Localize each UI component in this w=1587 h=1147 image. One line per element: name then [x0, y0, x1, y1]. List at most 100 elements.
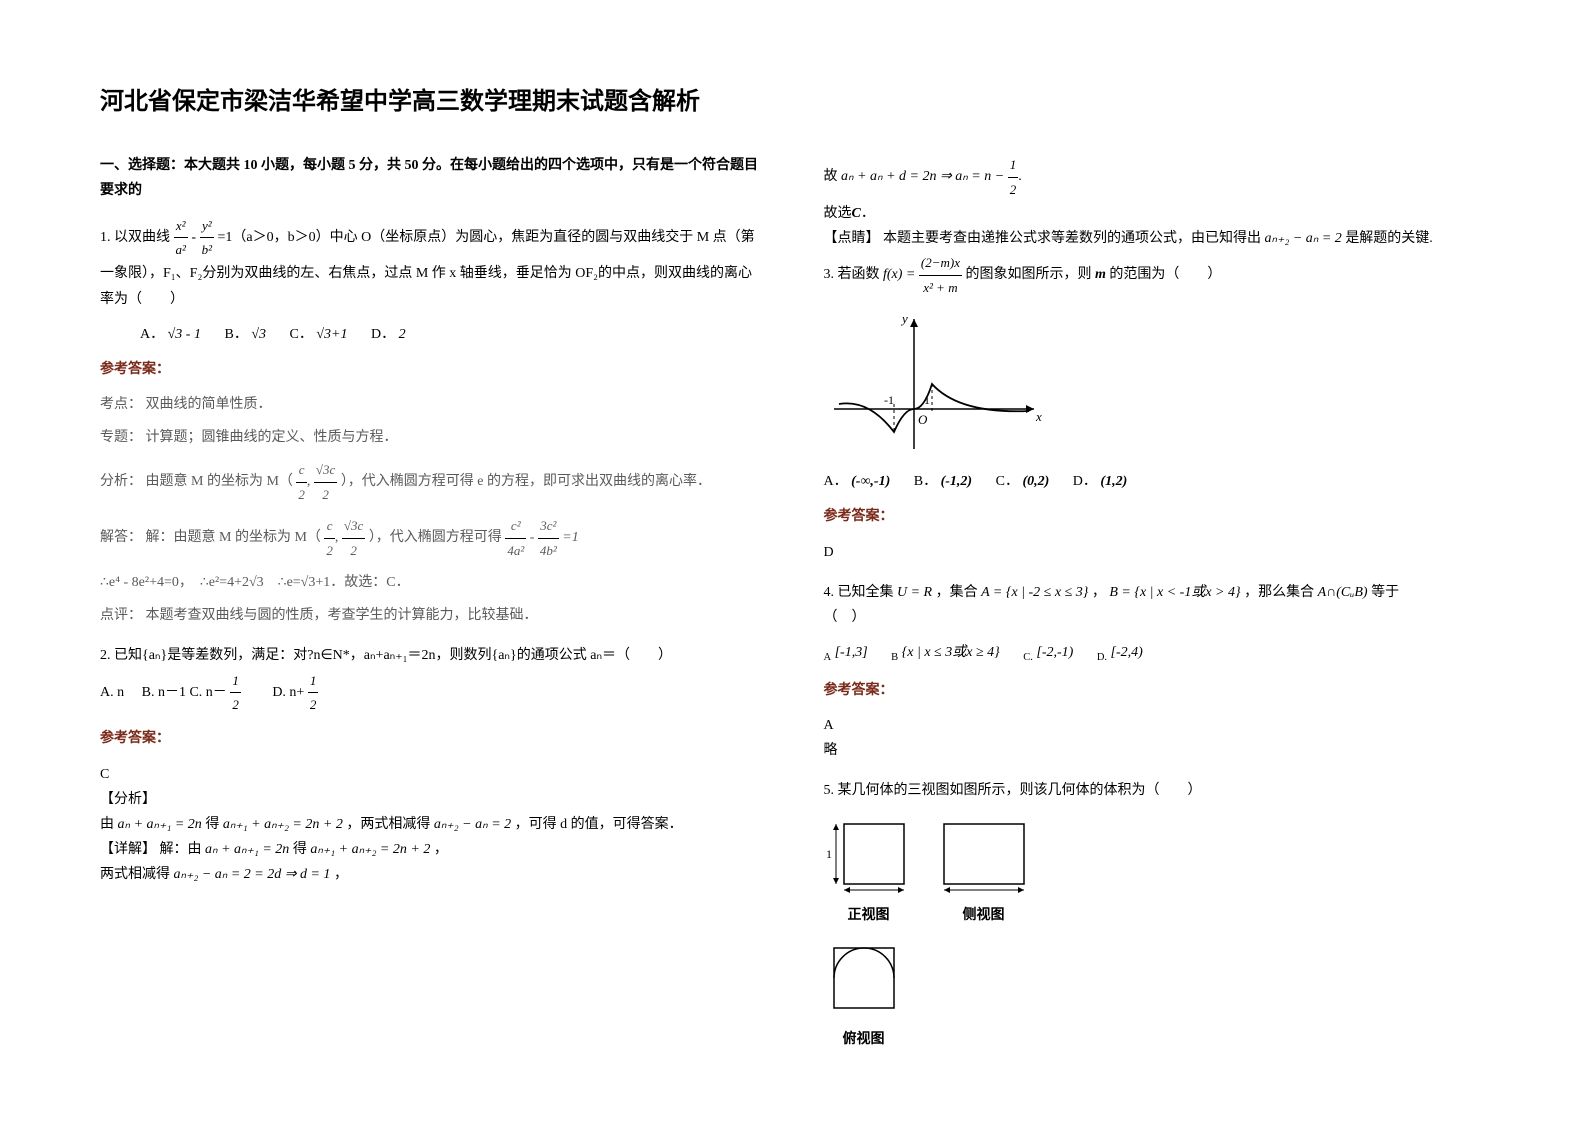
q4-opt-c: C. [-2,-1) — [1023, 640, 1073, 668]
function-graph-icon: x y -1 1 O — [824, 309, 1044, 459]
num: c² — [505, 514, 526, 538]
value: [-1,3] — [835, 645, 868, 660]
frac-x2a2: x² a² — [174, 214, 188, 262]
fenxi-by: 由 — [100, 817, 114, 832]
num: c — [324, 514, 335, 538]
top-view-icon — [824, 938, 904, 1018]
label: A． — [140, 327, 164, 342]
den: 2 — [296, 483, 307, 506]
value: [-2,4) — [1111, 645, 1143, 660]
label: A — [824, 652, 832, 663]
fenxi-text2: ），代入椭圆方程可得 e 的方程，即可求出双曲线的离心率． — [341, 475, 711, 490]
num: y² — [200, 214, 214, 238]
frac-3c2-4b2: 3c²4b² — [538, 514, 559, 562]
question-3: 3. 若函数 f(x) = (2−m)xx² + m 的图象如图所示，则 m 的… — [824, 251, 1488, 564]
frac-c2-4a2: c²4a² — [505, 514, 526, 562]
q5-text: 5. 某几何体的三视图如图所示，则该几何体的体积为（ ） — [824, 778, 1488, 803]
num: 1 — [230, 669, 241, 693]
den: 2 — [1008, 178, 1019, 201]
eq-an-an1: aₙ + aₙ₊₁ = 2n — [118, 817, 202, 832]
value: {x | x ≤ 3或x ≥ 4} — [902, 645, 1000, 660]
question-1: 1. 以双曲线 x² a² - y² b² =1（a＞0，b＞0）中心 O（坐标… — [100, 214, 764, 629]
fenxi2: ，两式相减得 — [346, 817, 430, 832]
page-title: 河北省保定市梁洁华希望中学高三数学理期末试题含解析 — [100, 80, 1487, 123]
jieda2: ），代入椭圆方程可得 — [369, 530, 502, 545]
num: √3c — [342, 514, 365, 538]
eq-key: aₙ₊₂ − aₙ = 2 — [1265, 231, 1342, 246]
den: a² — [174, 238, 188, 261]
q2-text: 2. 已知{aₙ}是等差数列，满足：对?n∈N*，aₙ+aₙ₊₁＝2n，则数列{… — [100, 643, 764, 668]
fx: f(x) = — [883, 267, 915, 282]
answer-4: A — [824, 713, 1488, 738]
num: 1 — [308, 669, 319, 693]
detail2: 得 — [293, 842, 307, 857]
q4-u: U = R — [897, 585, 932, 600]
question-2: 2. 已知{aₙ}是等差数列，满足：对?n∈N*，aₙ+aₙ₊₁＝2n，则数列{… — [100, 643, 764, 887]
half-c: 12 — [230, 669, 241, 717]
q4-setA: A = {x | -2 ≤ x ≤ 3} — [981, 585, 1088, 600]
num: x² — [174, 214, 188, 238]
detail: 解：由 — [160, 842, 202, 857]
svg-text:y: y — [900, 311, 908, 326]
option-a: A． √3 - 1 — [140, 322, 201, 347]
top-view-label: 俯视图 — [824, 1027, 904, 1052]
svg-text:1: 1 — [826, 847, 832, 861]
dianping-label: 点评： — [100, 608, 142, 623]
diansj: 本题主要考查由递推公式求等差数列的通项公式，由已知得出 — [883, 231, 1261, 246]
label: A． — [824, 474, 848, 489]
den: b² — [200, 238, 214, 261]
guxuan: 故选 — [824, 206, 852, 221]
den: x² + m — [919, 276, 962, 299]
q3-prefix: 3. 若函数 — [824, 267, 880, 282]
den: 4a² — [505, 539, 526, 562]
option-b: B． √3 — [224, 322, 266, 347]
q3-opt-c: C． (0,2) — [996, 469, 1050, 494]
side-view-icon: 2 — [934, 814, 1034, 894]
svg-text:x: x — [1035, 409, 1042, 424]
frac-c2: c2 — [296, 458, 307, 506]
answer-label-2: 参考答案： — [100, 726, 764, 751]
q4-prefix: 4. 已知全集 — [824, 585, 894, 600]
dot: ． — [861, 206, 875, 221]
q3-opt-a: A． (-∞,-1) — [824, 469, 891, 494]
q3-graph: x y -1 1 O — [824, 309, 1488, 459]
eq1: =1 — [562, 530, 578, 545]
minus: - — [191, 230, 199, 245]
opt-a: A. n — [100, 685, 124, 700]
eq-final: aₙ + aₙ + d = 2n ⇒ aₙ = n − — [841, 169, 1004, 184]
half-d: 12 — [308, 669, 319, 717]
q4-comma: ， — [1092, 585, 1106, 600]
den: 2 — [342, 539, 365, 562]
answer-label-3: 参考答案： — [824, 504, 1488, 529]
dianping: 本题考查双曲线与圆的性质，考查学生的计算能力，比较基础． — [146, 608, 538, 623]
question-5: 5. 某几何体的三视图如图所示，则该几何体的体积为（ ） 1 — [824, 778, 1488, 1052]
den: 2 — [230, 693, 241, 716]
den: 2 — [314, 483, 337, 506]
opt-b: B. n－1 — [142, 685, 186, 700]
option-d: D． 2 — [371, 322, 406, 347]
q4-opt-b: B {x | x ≤ 3或x ≥ 4} — [891, 640, 1000, 668]
label: B． — [914, 474, 937, 489]
section-1-title: 一、选择题：本大题共 10 小题，每小题 5 分，共 50 分。在每小题给出的四… — [100, 153, 764, 203]
value: √3 - 1 — [168, 327, 201, 342]
opt-d-pre: D. n+ — [272, 685, 304, 700]
answer-3: D — [824, 540, 1488, 565]
fenxi-mid: 得 — [205, 817, 219, 832]
frac-c2b: c2 — [324, 514, 335, 562]
value: 2 — [399, 327, 406, 342]
num: c — [296, 458, 307, 482]
label: B — [891, 652, 898, 663]
question-4: 4. 已知全集 U = R ，集合 A = {x | -2 ≤ x ≤ 3} ，… — [824, 580, 1488, 764]
value: [-2,-1) — [1036, 645, 1073, 660]
q4-tail: ，那么集合 — [1244, 585, 1314, 600]
gu: 故 — [824, 169, 838, 184]
detail-label: 【详解】 — [100, 842, 156, 857]
label: D． — [371, 327, 395, 342]
opt-c-pre: C. n－ — [189, 685, 226, 700]
q4-setB: B = {x | x < -1或x > 4} — [1109, 585, 1240, 600]
num: (2−m)x — [919, 251, 962, 275]
q3-body: 的图象如图所示，则 — [965, 267, 1091, 282]
option-c: C． √3+1 — [290, 322, 348, 347]
jieda3: ∴e⁴ - 8e²+4=0， ∴e²=4+2√3 ∴e=√3+1．故选：C． — [100, 570, 764, 595]
q4-expr: A∩(CᵤB) — [1318, 585, 1368, 600]
